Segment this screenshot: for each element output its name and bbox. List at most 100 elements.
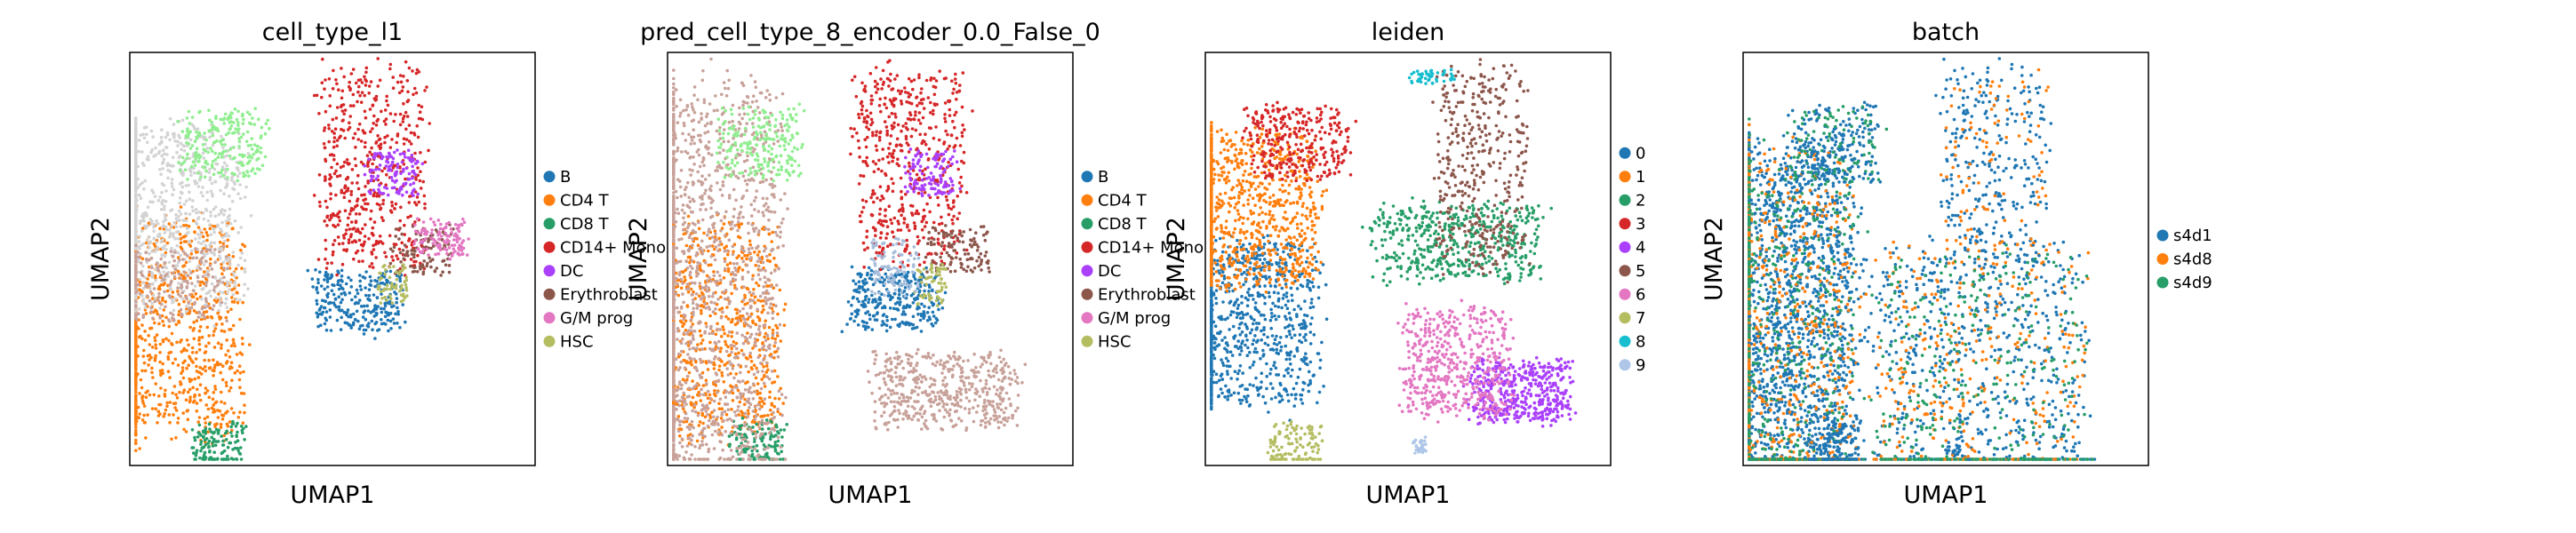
data-point xyxy=(857,299,860,304)
data-point xyxy=(191,289,196,292)
data-point xyxy=(243,410,246,415)
data-point xyxy=(428,217,433,221)
data-point xyxy=(391,86,396,90)
data-point xyxy=(215,362,219,367)
data-point xyxy=(163,254,167,259)
data-point xyxy=(153,274,157,278)
data-point xyxy=(134,279,138,283)
data-point xyxy=(152,393,156,397)
data-point xyxy=(961,71,965,75)
data-point xyxy=(196,171,200,175)
data-point xyxy=(323,179,327,182)
data-point xyxy=(191,295,196,299)
data-point xyxy=(176,237,180,241)
data-point xyxy=(364,293,368,298)
data-point xyxy=(393,290,396,294)
data-point xyxy=(388,287,393,291)
data-point xyxy=(395,300,398,305)
data-point xyxy=(188,130,192,133)
data-point xyxy=(228,147,232,151)
data-point xyxy=(338,219,342,223)
data-point xyxy=(388,62,393,67)
data-point xyxy=(920,314,924,318)
data-point xyxy=(195,150,198,155)
data-point xyxy=(221,146,225,150)
data-point xyxy=(225,306,229,309)
data-point xyxy=(940,306,945,310)
data-point xyxy=(324,316,328,321)
data-point xyxy=(370,262,374,266)
data-point xyxy=(245,110,250,115)
data-point xyxy=(204,281,209,284)
data-point xyxy=(158,227,162,230)
data-point xyxy=(197,156,201,160)
data-point xyxy=(331,282,334,287)
data-point xyxy=(156,312,159,316)
data-point xyxy=(364,78,367,82)
data-point xyxy=(228,121,232,124)
data-point xyxy=(220,155,224,159)
data-point xyxy=(148,287,152,290)
data-point xyxy=(182,427,186,432)
data-point xyxy=(345,158,349,162)
data-point xyxy=(263,155,268,159)
data-point xyxy=(396,257,400,261)
data-point xyxy=(153,195,157,198)
data-point xyxy=(445,251,449,256)
data-point xyxy=(342,310,347,314)
data-point xyxy=(182,279,187,283)
data-point xyxy=(870,293,874,298)
data-point xyxy=(357,238,362,243)
data-point xyxy=(337,88,340,91)
data-point xyxy=(770,420,773,424)
data-point xyxy=(201,313,204,316)
data-point xyxy=(672,401,676,405)
data-point xyxy=(375,312,379,315)
data-point xyxy=(343,186,347,190)
data-point xyxy=(900,313,904,316)
data-point xyxy=(140,399,145,403)
data-point xyxy=(371,266,375,269)
data-point xyxy=(750,420,755,424)
data-point xyxy=(171,185,174,188)
data-point xyxy=(175,264,180,267)
data-point xyxy=(332,68,335,73)
data-point xyxy=(706,249,710,253)
data-point xyxy=(178,258,181,262)
data-point xyxy=(388,265,392,269)
data-point xyxy=(138,392,141,395)
data-point xyxy=(144,302,148,306)
data-point xyxy=(195,409,199,413)
data-point xyxy=(864,294,868,298)
data-point xyxy=(388,164,391,169)
data-point xyxy=(360,81,364,84)
data-point xyxy=(863,277,868,282)
data-point xyxy=(210,181,214,186)
data-point xyxy=(730,291,733,296)
data-point xyxy=(198,456,202,460)
data-point xyxy=(439,274,443,277)
data-point xyxy=(401,193,404,197)
data-point xyxy=(420,231,423,235)
data-point xyxy=(750,449,754,453)
data-point xyxy=(682,232,686,236)
data-point xyxy=(162,415,165,418)
data-point xyxy=(201,274,205,279)
data-point xyxy=(212,333,215,338)
data-point xyxy=(242,132,245,136)
data-point xyxy=(413,151,417,155)
data-point xyxy=(347,275,350,280)
data-point xyxy=(761,414,764,418)
data-point xyxy=(912,274,916,279)
data-point xyxy=(199,317,204,322)
data-point xyxy=(140,386,144,390)
data-point xyxy=(372,220,377,224)
data-point xyxy=(337,279,340,282)
data-point xyxy=(220,143,224,147)
data-point xyxy=(390,138,394,141)
data-point xyxy=(164,337,168,341)
data-point xyxy=(380,109,383,114)
data-point xyxy=(236,283,241,287)
data-point xyxy=(409,264,412,268)
data-point xyxy=(401,303,405,306)
